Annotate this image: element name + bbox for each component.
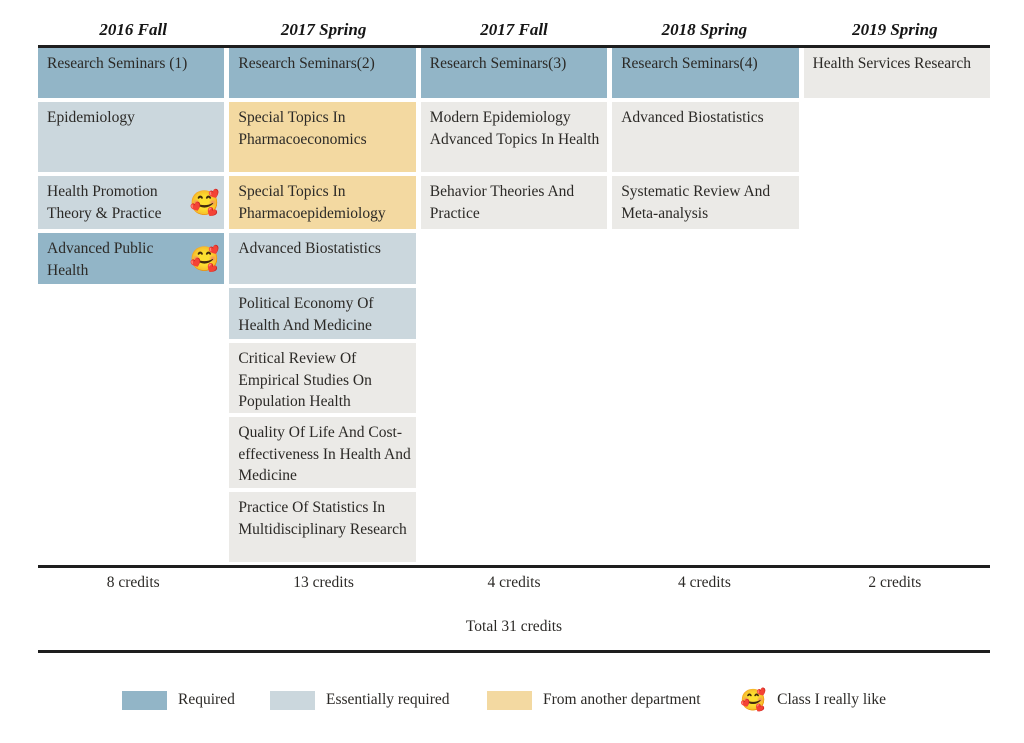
- course-grid: Research Seminars (1) Research Seminars(2…: [38, 48, 990, 562]
- course-cell: Modern Epidemiology Advanced Topics In H…: [420, 102, 608, 172]
- course-cell: Quality Of Life And Cost-effectiveness I…: [229, 417, 416, 488]
- course-name: Critical Review Of Empirical Studies On …: [238, 350, 372, 410]
- liked-emoji-icon: 🥰: [189, 244, 220, 273]
- credits-divider-rule: [38, 565, 990, 568]
- course-cell: Special Topics In Pharmacoeconomics: [229, 102, 416, 172]
- legend-item-emoji: 🥰 Class I really like: [740, 689, 886, 711]
- legend-swatch-essential: [270, 690, 315, 710]
- course-cell: Systematic Review And Meta-analysis: [612, 176, 799, 229]
- credits-label-3: 4 credits: [487, 574, 541, 591]
- course-cell: Critical Review Of Empirical Studies On …: [229, 343, 416, 413]
- semester-header-row: 2016 Fall 2017 Spring 2017 Fall 2018 Spring…: [38, 20, 990, 40]
- course-name: Special Topics In Pharmacoeconomics: [238, 109, 367, 148]
- legend-emoji-icon: 🥰: [740, 688, 767, 712]
- semester-header-1: 2016 Fall: [99, 20, 167, 39]
- credits-label-4: 4 credits: [677, 574, 731, 591]
- course-name: Modern Epidemiology Advanced Topics In H…: [429, 109, 600, 148]
- legend-label: From another department: [543, 691, 701, 708]
- course-name: Practice Of Statistics In Multidisciplin…: [238, 499, 407, 538]
- semester-header-5: 2019 Spring: [852, 20, 938, 39]
- course-cell: Political Economy Of Health And Medicine: [229, 288, 416, 339]
- legend-item-required: Required: [122, 689, 235, 711]
- course-name: Behavior Theories And Practice: [429, 183, 575, 222]
- course-name: Quality Of Life And Cost-effectiveness I…: [238, 424, 411, 484]
- course-cell: Advanced Biostatistics: [229, 233, 416, 284]
- liked-emoji-icon: 🥰: [189, 188, 220, 217]
- course-name: Research Seminars(4): [621, 55, 758, 72]
- course-cell: Epidemiology: [38, 102, 225, 172]
- course-name: Systematic Review And Meta-analysis: [621, 183, 771, 222]
- course-cell: Research Seminars(3): [420, 48, 608, 98]
- course-cell: Special Topics In Pharmacoepidemiology: [229, 176, 416, 229]
- credits-row: 8 credits 13 credits 4 credits 4 credits 2 c…: [38, 574, 990, 592]
- legend-item-essential: Essentially required: [270, 689, 450, 711]
- course-cell: Research Seminars(2): [229, 48, 416, 98]
- credits-label-2: 13 credits: [293, 574, 354, 591]
- credits-label-1: 8 credits: [106, 574, 160, 591]
- course-name: Research Seminars (1): [47, 55, 188, 72]
- course-cell: Advanced Public Health 🥰: [38, 233, 225, 284]
- course-name: Advanced Public Health: [47, 240, 154, 279]
- legend-label: Required: [178, 691, 235, 708]
- course-cell: Advanced Biostatistics: [612, 102, 799, 172]
- semester-header-4: 2018 Spring: [661, 20, 748, 39]
- course-name: Political Economy Of Health And Medicine: [238, 295, 374, 334]
- course-name: Epidemiology: [47, 109, 135, 126]
- legend-item-dept: From another department: [487, 689, 701, 711]
- legend-swatch-dept: [487, 690, 532, 710]
- course-name: Advanced Biostatistics: [238, 240, 381, 257]
- course-name: Health Promotion Theory & Practice: [47, 183, 162, 222]
- semester-header-3: 2017 Fall: [480, 20, 548, 39]
- course-name: Research Seminars(2): [238, 55, 375, 72]
- course-cell: Research Seminars(4): [612, 48, 799, 98]
- top-rule: [38, 45, 990, 48]
- credits-label-5: 2 credits: [868, 574, 922, 591]
- course-name: Health Services Research: [812, 55, 971, 72]
- course-name: Advanced Biostatistics: [621, 109, 764, 126]
- course-cell: Practice Of Statistics In Multidisciplin…: [229, 492, 416, 562]
- semester-header-2: 2017 Spring: [280, 20, 367, 39]
- legend-swatch-required: [122, 690, 167, 710]
- course-cell: Research Seminars (1): [38, 48, 225, 98]
- course-cell: Behavior Theories And Practice: [420, 176, 608, 229]
- course-name: Research Seminars(3): [429, 55, 567, 72]
- legend-label: Class I really like: [777, 691, 887, 708]
- total-credits: Total 31 credits: [465, 618, 563, 635]
- bottom-rule: [38, 650, 990, 653]
- course-cell: Health Services Research: [803, 48, 990, 98]
- legend-label: Essentially required: [326, 691, 450, 708]
- course-name: Special Topics In Pharmacoepidemiology: [238, 183, 386, 222]
- course-cell: Health Promotion Theory & Practice 🥰: [38, 176, 225, 229]
